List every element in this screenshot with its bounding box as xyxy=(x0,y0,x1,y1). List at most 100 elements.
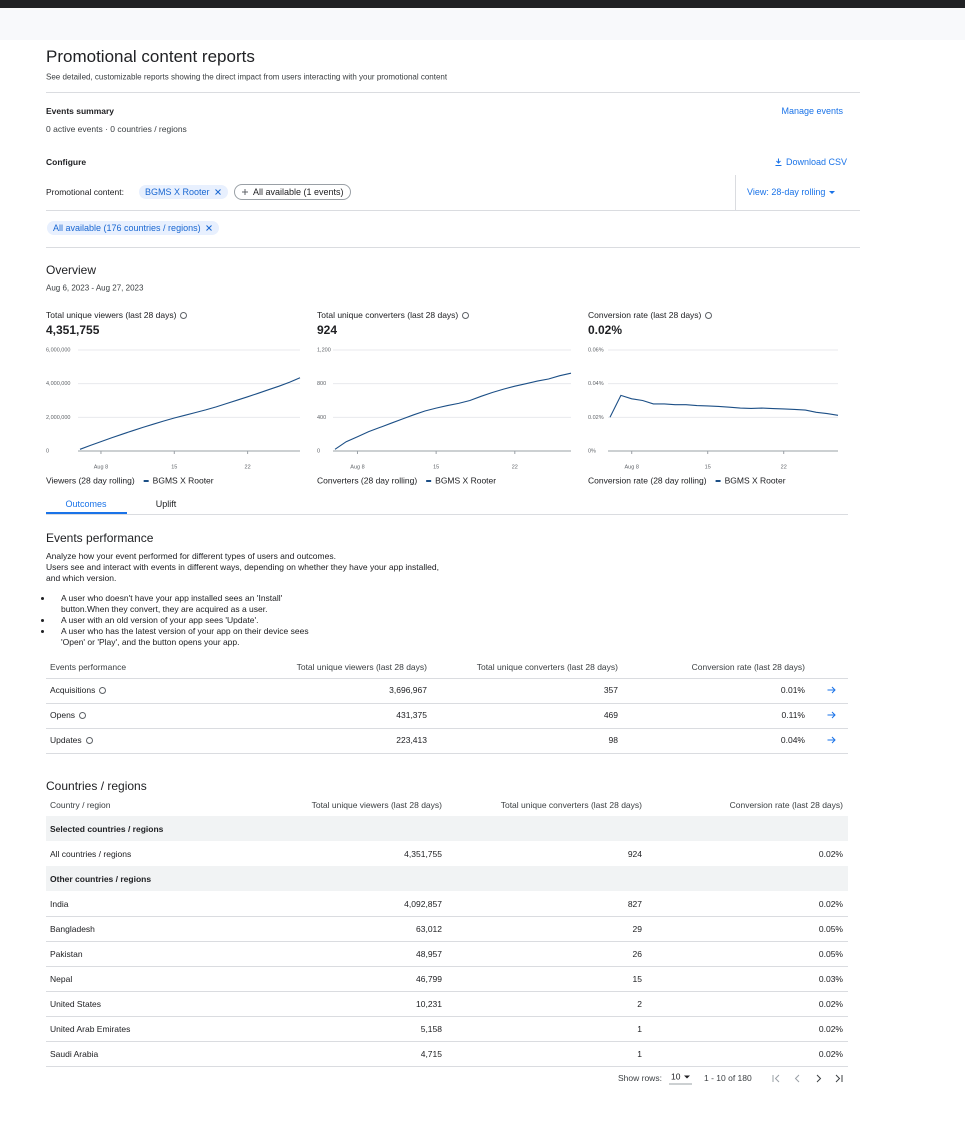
chart-title: Total unique viewers (last 28 days) xyxy=(46,310,188,320)
chart-value: 0.02% xyxy=(588,323,623,337)
table-cell: Nepal xyxy=(50,973,73,984)
x-axis-label: Viewers (28 day rolling) xyxy=(46,475,135,485)
content-chip[interactable]: BGMS X Rooter xyxy=(139,185,228,199)
x-tick-label: 15 xyxy=(705,464,711,470)
divider xyxy=(46,916,848,917)
events-status: 0 active events · 0 countries / regions xyxy=(46,124,187,134)
divider xyxy=(46,247,860,248)
divider xyxy=(46,210,860,211)
rows-label: Show rows: xyxy=(618,1073,662,1083)
date-range: Aug 6, 2023 - Aug 27, 2023 xyxy=(46,283,144,293)
y-tick-label: 0% xyxy=(588,448,596,454)
x-axis-label: Converters (28 day rolling) xyxy=(317,475,417,485)
table-cell: 223,413 xyxy=(396,735,427,745)
table-cell: 431,375 xyxy=(396,710,427,720)
column-header: Conversion rate (last 28 days) xyxy=(729,800,843,810)
legend-label: BGMS X Rooter xyxy=(435,475,496,485)
table-cell: 827 xyxy=(627,898,642,909)
divider xyxy=(46,703,848,704)
y-tick-label: 0.04% xyxy=(588,381,604,387)
icon xyxy=(827,736,836,744)
x-tick-label: Aug 8 xyxy=(625,464,639,470)
help-icon xyxy=(99,687,107,695)
icon xyxy=(205,225,212,231)
table-cell: United Arab Emirates xyxy=(50,1023,131,1034)
tab[interactable]: Uplift xyxy=(155,499,177,509)
chart-value: 4,351,755 xyxy=(46,323,100,337)
regions-chip[interactable]: All available (176 countries / regions) xyxy=(47,221,219,235)
divider xyxy=(46,941,848,942)
page-subtitle: See detailed, customizable reports showi… xyxy=(46,72,448,82)
icon xyxy=(835,1074,843,1083)
table-cell: 0.02% xyxy=(818,1048,843,1059)
table-cell: 0.03% xyxy=(818,973,843,984)
chip-label: All available (176 countries / regions) xyxy=(53,223,201,233)
section-title: Events performance xyxy=(46,531,154,545)
x-tick-label: Aug 8 xyxy=(350,464,364,470)
tab[interactable]: Outcomes xyxy=(65,499,107,509)
divider xyxy=(46,1041,848,1042)
events-chip[interactable]: All available (1 events) xyxy=(234,184,351,200)
view-selector[interactable]: View: 28-day rolling xyxy=(747,187,836,197)
divider xyxy=(46,678,848,679)
series-line xyxy=(79,377,301,450)
x-axis-label: Conversion rate (28 day rolling) xyxy=(588,475,707,485)
divider xyxy=(46,92,860,93)
table-cell: 26 xyxy=(632,948,642,959)
section-title: Countries / regions xyxy=(46,779,147,793)
manage-events-link[interactable]: Manage events xyxy=(781,106,843,116)
column-header: Country / region xyxy=(50,800,111,810)
table-cell: 0.02% xyxy=(818,1023,843,1034)
chip-label: BGMS X Rooter xyxy=(145,187,210,197)
description-line: Users see and interact with events in di… xyxy=(46,562,439,572)
download-csv[interactable]: Download CSV xyxy=(775,157,847,167)
icon xyxy=(827,711,836,719)
page-nav[interactable] xyxy=(834,1074,843,1085)
page-title: Promotional content reports xyxy=(46,47,255,66)
table-cell: 0.02% xyxy=(818,898,843,909)
legend-label: BGMS X Rooter xyxy=(153,475,214,485)
table-cell: 29 xyxy=(632,923,642,934)
page-nav[interactable] xyxy=(772,1074,781,1085)
row-arrow[interactable] xyxy=(827,736,836,746)
bullet-line: A user who has the latest version of you… xyxy=(61,626,309,636)
column-header: Total unique viewers (last 28 days) xyxy=(296,662,427,672)
table-cell: 0.04% xyxy=(780,735,805,745)
page-nav[interactable] xyxy=(814,1074,823,1085)
table-cell: 469 xyxy=(603,710,618,720)
y-tick-label: 2,000,000 xyxy=(46,415,70,421)
table-cell: Opens xyxy=(50,710,87,720)
table-cell: 2 xyxy=(637,998,642,1009)
help-icon xyxy=(85,737,93,745)
toolbar-band xyxy=(0,8,965,40)
row-arrow[interactable] xyxy=(827,686,836,696)
bullet-line: button.When they convert, they are acqui… xyxy=(61,604,268,614)
table-cell: 46,799 xyxy=(416,973,442,984)
table-cell: 0.05% xyxy=(818,923,843,934)
rows-selector[interactable]: 10 xyxy=(669,1072,693,1085)
chart-title: Conversion rate (last 28 days) xyxy=(588,310,713,320)
table-cell: 0.01% xyxy=(780,685,805,695)
bullet-line: A user who doesn't have your app install… xyxy=(61,593,283,603)
table-cell: Bangladesh xyxy=(50,923,95,934)
divider xyxy=(46,966,848,967)
page-nav[interactable] xyxy=(793,1074,802,1085)
divider xyxy=(46,753,848,754)
table-cell: Updates xyxy=(50,735,93,745)
legend-label: BGMS X Rooter xyxy=(725,475,786,485)
table-cell: 357 xyxy=(603,685,618,695)
bullet-dot xyxy=(41,618,44,622)
table-cell: 63,012 xyxy=(416,923,442,934)
help-icon xyxy=(462,312,470,320)
section-label: Events summary xyxy=(46,106,115,116)
table-cell: 0.11% xyxy=(781,710,805,720)
x-tick-label: 22 xyxy=(781,464,787,470)
table-cell: 0.05% xyxy=(818,948,843,959)
y-tick-label: 0 xyxy=(317,448,320,454)
x-tick-label: 15 xyxy=(433,464,439,470)
description-line: and which version. xyxy=(46,573,117,583)
y-tick-label: 4,000,000 xyxy=(46,381,70,387)
row-arrow[interactable] xyxy=(827,711,836,721)
bullet-line: A user with an old version of your app s… xyxy=(61,615,259,625)
